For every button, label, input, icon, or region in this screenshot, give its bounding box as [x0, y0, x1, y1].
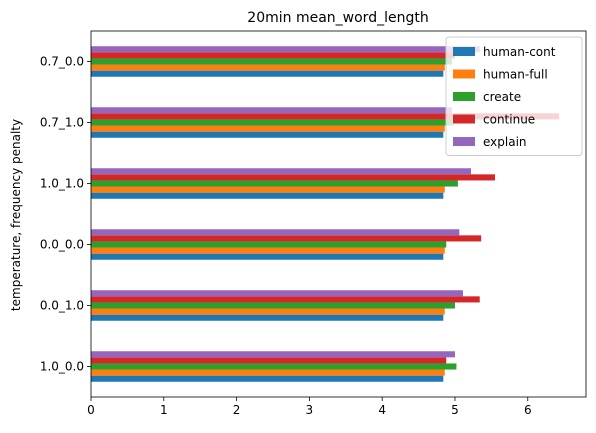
y-tick-label: 0.0_0.0 — [40, 238, 84, 252]
y-tick-label: 0.0_1.0 — [40, 299, 84, 313]
legend-box — [445, 36, 583, 156]
legend-label: create — [483, 90, 521, 104]
legend-label: continue — [483, 113, 535, 127]
bar — [91, 131, 444, 138]
bar — [91, 180, 458, 187]
bar — [91, 235, 482, 242]
bar — [91, 113, 560, 120]
bar — [91, 302, 455, 309]
legend-label: explain — [483, 135, 527, 149]
legend-label: human-full — [483, 68, 548, 82]
x-tick-label: 5 — [451, 403, 459, 417]
bar — [91, 64, 445, 71]
legend-swatch — [453, 47, 475, 56]
bar — [91, 168, 471, 175]
bar — [91, 357, 447, 364]
legend-swatch — [453, 137, 475, 146]
y-tick-label: 0.7_1.0 — [40, 116, 84, 130]
bar — [91, 314, 444, 321]
y-axis: 1.0_0.0 0.0_1.0 0.0_0.0 1.0_1.0 0.7_1.0 0.7_0… — [40, 55, 91, 374]
chart-title: 20min mean_word_length — [247, 10, 428, 26]
legend-swatch — [453, 69, 475, 79]
bar — [91, 247, 445, 254]
bar — [91, 58, 453, 65]
bars-group — [91, 46, 560, 382]
bar — [91, 46, 480, 53]
bar — [91, 192, 444, 199]
legend-swatch — [453, 92, 475, 101]
y-tick-label: 1.0_0.0 — [40, 360, 84, 374]
x-axis: 0 1 2 3 4 5 6 — [87, 397, 532, 417]
y-tick-label: 1.0_1.0 — [40, 177, 84, 191]
x-tick-label: 2 — [233, 403, 241, 417]
bar — [91, 296, 480, 303]
y-tick-label: 0.7_0.0 — [40, 55, 84, 69]
y-axis-label: temperature, frequency penalty — [9, 119, 23, 311]
bar — [91, 363, 457, 370]
x-tick-label: 0 — [87, 403, 95, 417]
bar — [91, 107, 453, 114]
plot-frame — [90, 30, 587, 398]
bar — [91, 186, 445, 193]
x-tick-label: 3 — [306, 403, 314, 417]
bar — [91, 241, 447, 248]
bar — [91, 125, 445, 132]
legend-label: human-cont — [483, 45, 556, 59]
legend: human-cont human-full create continue explai… — [445, 36, 583, 156]
bar — [91, 351, 455, 358]
bar — [91, 174, 496, 181]
bar — [91, 229, 460, 236]
x-tick-label: 4 — [378, 403, 386, 417]
bar — [91, 369, 445, 376]
bar — [91, 290, 463, 297]
bar — [91, 70, 444, 77]
bar — [91, 375, 444, 382]
legend-swatch — [453, 114, 475, 124]
bar — [91, 119, 454, 126]
bar — [91, 52, 455, 59]
bar — [91, 253, 444, 260]
bar — [91, 308, 445, 315]
x-tick-label: 6 — [524, 403, 532, 417]
x-tick-label: 1 — [160, 403, 168, 417]
